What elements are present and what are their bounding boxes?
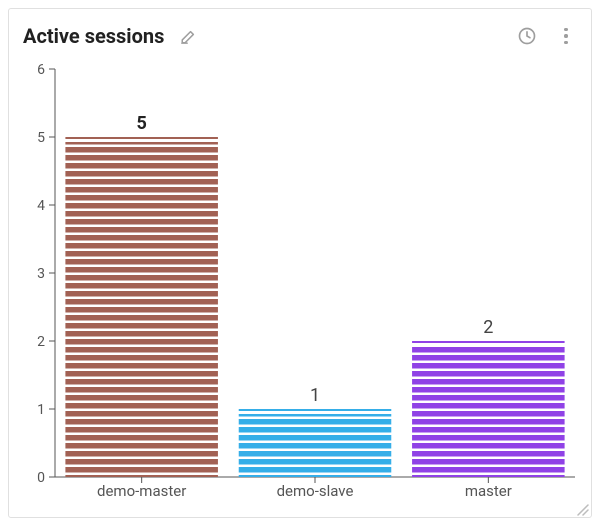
bar-value-label: 1 — [310, 385, 320, 406]
resize-handle-icon[interactable] — [575, 501, 589, 515]
widget-header: Active sessions — [23, 21, 577, 51]
widget-title: Active sessions — [23, 24, 164, 48]
y-tick-label: 0 — [37, 470, 45, 486]
sessions-bar-chart: 0 1 2 3 4 5 6 5 demo-master 1 demo-slave 2 master — [23, 59, 577, 507]
bar — [239, 414, 392, 477]
clock-icon[interactable] — [517, 26, 537, 46]
widget-card: Active sessions 0 1 2 3 4 5 6 5 demo-master 1 demo… — [8, 8, 592, 518]
chart-svg: 0 1 2 3 4 5 6 5 demo-master 1 demo-slave 2 master — [23, 59, 579, 507]
y-tick-label: 1 — [37, 402, 45, 418]
edit-icon[interactable] — [180, 27, 198, 45]
category-label: demo-master — [97, 482, 186, 500]
bar-value-label: 5 — [137, 113, 147, 134]
bar — [412, 346, 565, 477]
category-label: demo-slave — [277, 482, 354, 500]
y-tick-label: 2 — [37, 334, 45, 350]
bar-value-label: 2 — [483, 317, 493, 338]
y-tick-label: 6 — [37, 62, 45, 78]
more-menu-icon[interactable] — [557, 27, 575, 45]
y-tick-label: 4 — [37, 198, 45, 214]
y-tick-label: 3 — [37, 266, 45, 282]
bar — [65, 142, 218, 477]
y-tick-label: 5 — [37, 130, 45, 146]
category-label: master — [465, 482, 512, 500]
